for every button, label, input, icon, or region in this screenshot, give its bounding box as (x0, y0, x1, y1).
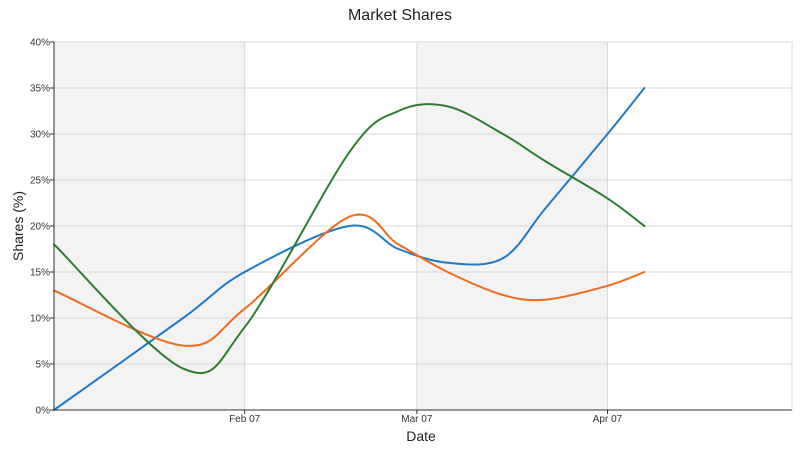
y-tick-label: 30% (30, 130, 50, 141)
y-tick-label: 20% (30, 222, 50, 233)
series-line-3 (53, 103, 646, 375)
x-tick-label: Mar 07 (401, 414, 433, 425)
x-axis-ticks: Feb 07 Mar 07 Apr 07 (229, 410, 623, 425)
y-axis-title: Shares (%) (10, 191, 26, 261)
series-line-1 (53, 87, 646, 411)
y-tick-label: 0% (36, 406, 51, 417)
chart-title: Market Shares (348, 7, 452, 24)
series-lines (53, 87, 646, 411)
y-tick-label: 10% (30, 314, 50, 325)
x-tick-label: Apr 07 (593, 414, 623, 425)
y-axis-ticks: 0% 5% 10% 15% 20% 25% 30% 35% 40% (30, 38, 54, 417)
grid-lines (54, 41, 793, 410)
y-tick-label: 35% (30, 84, 50, 95)
y-tick-label: 5% (36, 360, 51, 371)
y-tick-label: 25% (30, 176, 50, 187)
x-tick-label: Feb 07 (229, 414, 261, 425)
y-tick-label: 15% (30, 268, 50, 279)
series-line-2 (53, 213, 646, 347)
x-axis-title: Date (406, 428, 436, 444)
y-tick-label: 40% (30, 38, 50, 49)
